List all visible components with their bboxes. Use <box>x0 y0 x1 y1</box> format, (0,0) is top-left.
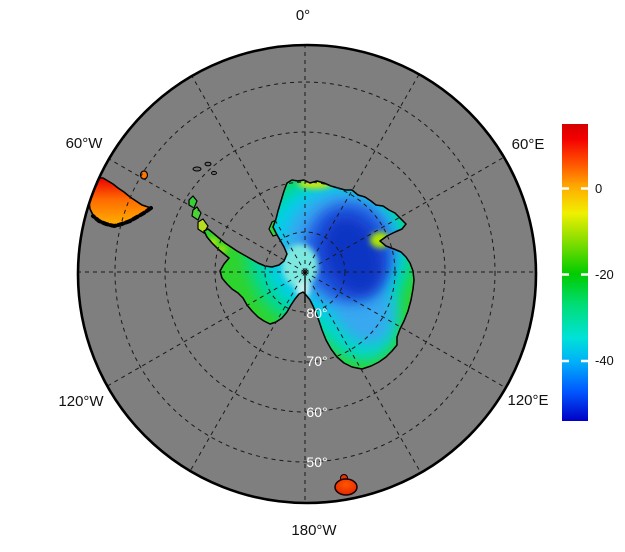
latitude-label-60: 60° <box>306 404 327 420</box>
latitude-label-50: 50° <box>306 454 327 470</box>
south-america-landmass <box>88 170 153 229</box>
meridian-label-0: 0° <box>296 7 310 24</box>
latitude-label-group: 80° 70° 60° 50° <box>306 305 327 470</box>
antarctica-coastline <box>203 179 415 370</box>
colorbar-tick--20: -20 <box>595 267 614 282</box>
meridian-label-120e: 120°E <box>507 392 548 409</box>
map-boundary-circle <box>76 43 538 505</box>
meridian-label-group: 0° 60°E 120°E 180°W 120°W 60°W <box>58 7 548 539</box>
islets <box>192 161 217 176</box>
meridian-label-60w: 60°W <box>66 135 104 152</box>
colorbar-tick-labels: 0 -20 -40 <box>595 181 614 368</box>
colorbar-tick-0: 0 <box>595 181 602 196</box>
meridian-lines <box>79 46 535 502</box>
colorbar-ticks <box>562 187 588 363</box>
meridian-label-180w: 180°W <box>291 522 337 539</box>
meridian-label-120w: 120°W <box>58 393 104 410</box>
latitude-label-70: 70° <box>306 353 327 369</box>
colorbar-gradient <box>562 124 588 421</box>
colorbar-tick--40: -40 <box>595 353 614 368</box>
colorbar: 0 -20 -40 <box>562 124 614 421</box>
latitude-label-80: 80° <box>306 305 327 321</box>
meridian-label-60e: 60°E <box>512 136 545 153</box>
warm-island-south <box>334 474 358 496</box>
